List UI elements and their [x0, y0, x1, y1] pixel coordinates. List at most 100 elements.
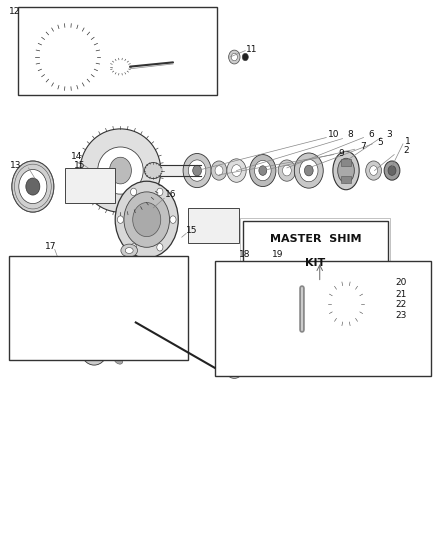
- Circle shape: [148, 309, 155, 317]
- Text: 17: 17: [45, 242, 56, 251]
- Ellipse shape: [219, 343, 228, 350]
- Ellipse shape: [219, 311, 228, 318]
- Circle shape: [325, 278, 367, 329]
- Ellipse shape: [219, 354, 228, 360]
- Circle shape: [227, 159, 246, 182]
- Text: 16: 16: [165, 190, 177, 199]
- Circle shape: [384, 161, 400, 180]
- Ellipse shape: [39, 27, 97, 87]
- Text: 12: 12: [9, 7, 20, 16]
- Text: 2: 2: [404, 146, 409, 155]
- Text: 6: 6: [368, 130, 374, 139]
- Ellipse shape: [120, 350, 129, 359]
- Circle shape: [21, 293, 54, 333]
- Circle shape: [370, 166, 378, 175]
- Circle shape: [183, 154, 211, 188]
- Ellipse shape: [28, 285, 40, 296]
- Circle shape: [388, 166, 396, 175]
- Circle shape: [193, 221, 201, 230]
- Ellipse shape: [83, 297, 105, 329]
- Circle shape: [300, 159, 318, 182]
- Ellipse shape: [232, 302, 241, 308]
- Circle shape: [26, 178, 40, 195]
- Ellipse shape: [116, 348, 125, 356]
- Circle shape: [374, 282, 383, 293]
- Circle shape: [370, 277, 388, 298]
- Ellipse shape: [123, 342, 131, 351]
- Ellipse shape: [258, 346, 268, 353]
- Circle shape: [81, 176, 97, 195]
- Ellipse shape: [232, 355, 241, 361]
- Circle shape: [224, 221, 232, 230]
- Ellipse shape: [135, 36, 143, 42]
- Circle shape: [278, 160, 296, 181]
- Bar: [240, 218, 390, 286]
- Ellipse shape: [258, 314, 268, 321]
- Ellipse shape: [60, 84, 67, 88]
- Circle shape: [80, 331, 108, 365]
- Text: 3: 3: [386, 130, 392, 139]
- Bar: [215, 261, 431, 376]
- Ellipse shape: [110, 59, 131, 75]
- Ellipse shape: [338, 158, 354, 183]
- Ellipse shape: [126, 308, 133, 313]
- Ellipse shape: [130, 28, 138, 34]
- Circle shape: [250, 155, 276, 187]
- Ellipse shape: [232, 323, 241, 329]
- Circle shape: [304, 165, 313, 176]
- Circle shape: [134, 293, 168, 333]
- Ellipse shape: [333, 151, 359, 190]
- Circle shape: [231, 53, 237, 61]
- Text: 9: 9: [338, 149, 344, 158]
- Circle shape: [250, 266, 272, 293]
- Ellipse shape: [32, 277, 43, 288]
- Circle shape: [117, 216, 124, 223]
- Circle shape: [283, 165, 291, 176]
- Circle shape: [294, 153, 323, 188]
- Bar: [140, 265, 145, 287]
- Ellipse shape: [60, 49, 76, 65]
- Text: 19: 19: [272, 251, 284, 259]
- Bar: [341, 159, 351, 166]
- Bar: [243, 221, 388, 282]
- Circle shape: [259, 166, 267, 175]
- Ellipse shape: [26, 293, 37, 304]
- Circle shape: [255, 273, 266, 286]
- Text: 14: 14: [71, 152, 82, 161]
- Bar: [188, 208, 239, 243]
- Circle shape: [157, 244, 163, 251]
- Circle shape: [28, 302, 46, 324]
- Ellipse shape: [258, 325, 268, 332]
- Bar: [65, 168, 115, 203]
- Circle shape: [100, 180, 108, 190]
- Ellipse shape: [28, 309, 39, 320]
- Ellipse shape: [145, 163, 162, 179]
- Text: 23: 23: [395, 311, 406, 320]
- Text: 18: 18: [239, 251, 250, 259]
- Ellipse shape: [123, 36, 131, 42]
- Ellipse shape: [245, 345, 254, 352]
- Text: 10: 10: [328, 130, 339, 139]
- Ellipse shape: [245, 324, 254, 330]
- Circle shape: [242, 53, 248, 61]
- Ellipse shape: [111, 36, 119, 42]
- Ellipse shape: [245, 335, 254, 341]
- Text: 13: 13: [10, 161, 21, 169]
- Circle shape: [225, 355, 244, 378]
- Ellipse shape: [219, 333, 228, 340]
- Bar: [18, 7, 217, 95]
- Ellipse shape: [232, 344, 241, 351]
- Text: 15: 15: [74, 161, 85, 169]
- Circle shape: [124, 192, 170, 247]
- Circle shape: [127, 265, 136, 277]
- Circle shape: [254, 160, 271, 181]
- Ellipse shape: [25, 317, 36, 328]
- Ellipse shape: [129, 337, 138, 345]
- Text: 5: 5: [377, 139, 383, 147]
- Ellipse shape: [80, 129, 161, 212]
- Ellipse shape: [148, 36, 155, 42]
- Ellipse shape: [258, 304, 268, 310]
- Circle shape: [193, 165, 201, 176]
- Ellipse shape: [245, 313, 254, 320]
- Ellipse shape: [219, 301, 228, 307]
